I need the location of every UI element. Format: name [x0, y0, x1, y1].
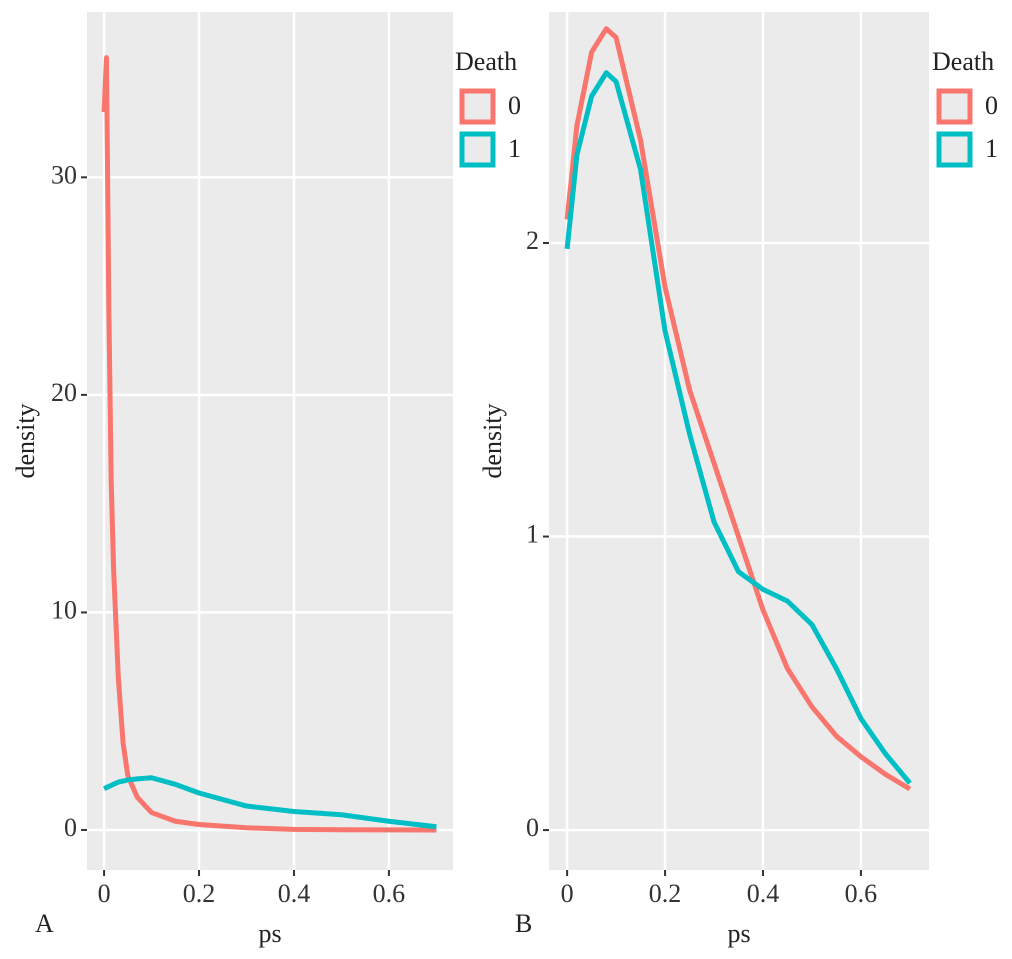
- legend-title: Death: [932, 47, 994, 76]
- legend-key: [936, 131, 973, 168]
- x-tick-label: 0: [561, 879, 574, 908]
- y-axis-title: density: [11, 403, 40, 478]
- panel-label: A: [35, 909, 54, 938]
- x-tick-label: 0.4: [278, 879, 311, 908]
- x-tick-label: 0.4: [747, 879, 780, 908]
- y-tick-label: 20: [51, 378, 77, 407]
- legend-key: [459, 88, 496, 125]
- x-axis-title: ps: [258, 919, 281, 948]
- y-tick-label: 30: [51, 160, 77, 189]
- legend-label: 0: [508, 91, 521, 120]
- y-axis-title: density: [478, 403, 507, 478]
- plot-background: [549, 12, 929, 870]
- y-tick-label: 0: [526, 813, 539, 842]
- legend-label: 1: [508, 134, 521, 163]
- legend-title: Death: [455, 47, 517, 76]
- density-line: [103, 775, 437, 830]
- x-tick-label: 0.2: [183, 879, 216, 908]
- y-tick-label: 2: [526, 226, 539, 255]
- x-tick-label: 0.6: [845, 879, 878, 908]
- density-line: [101, 55, 437, 833]
- panel-label: B: [515, 909, 532, 938]
- density-line: [564, 26, 912, 792]
- legend-key: [459, 131, 496, 168]
- y-tick-label: 0: [64, 813, 77, 842]
- legend-key: [936, 88, 973, 125]
- plot-background: [87, 12, 453, 870]
- legend-label: 0: [985, 91, 998, 120]
- y-tick-label: 10: [51, 595, 77, 624]
- x-tick-label: 0: [98, 879, 111, 908]
- x-tick-label: 0.6: [373, 879, 406, 908]
- x-tick-label: 0.2: [649, 879, 682, 908]
- x-axis-title: ps: [727, 919, 750, 948]
- density-line: [564, 70, 912, 785]
- y-tick-label: 1: [526, 520, 539, 549]
- legend-label: 1: [985, 134, 998, 163]
